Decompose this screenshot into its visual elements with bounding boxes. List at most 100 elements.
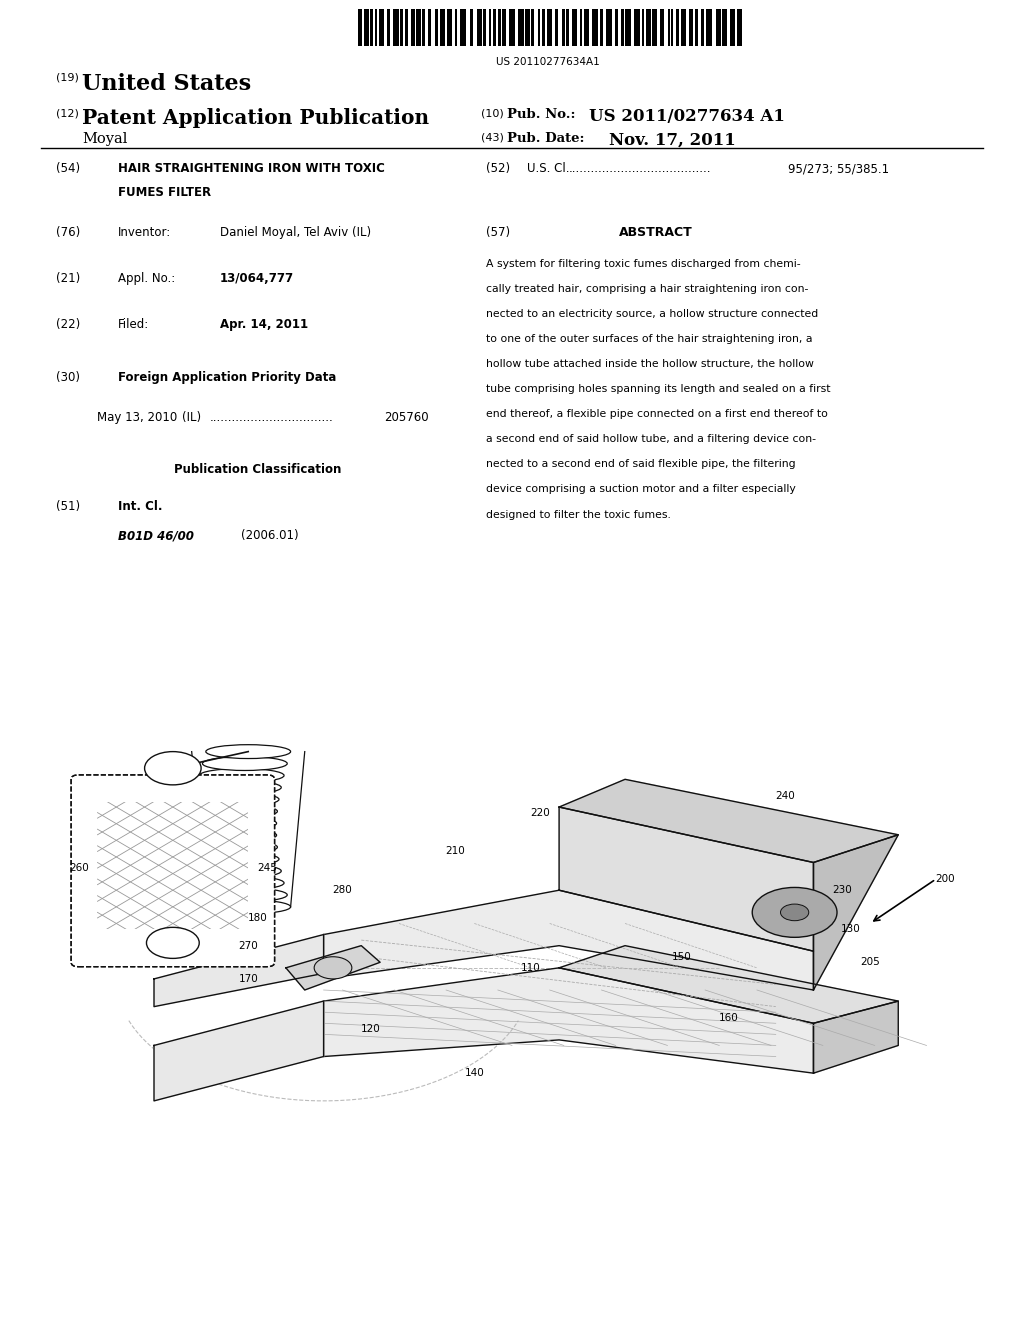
Ellipse shape (200, 876, 284, 890)
Text: A system for filtering toxic fumes discharged from chemi-: A system for filtering toxic fumes disch… (486, 259, 801, 269)
Text: 120: 120 (360, 1024, 381, 1034)
Bar (502, 9, 507, 46)
Bar (375, 9, 377, 46)
Bar (538, 9, 540, 46)
Ellipse shape (203, 888, 287, 902)
Bar (736, 9, 742, 46)
Text: (2006.01): (2006.01) (241, 529, 298, 543)
Text: ......................................: ...................................... (568, 162, 711, 176)
Bar (518, 9, 524, 46)
Text: Patent Application Publication: Patent Application Publication (82, 108, 429, 128)
Bar (477, 9, 481, 46)
Text: Pub. No.:: Pub. No.: (507, 108, 575, 121)
Bar (399, 9, 402, 46)
Text: 170: 170 (239, 974, 258, 983)
Ellipse shape (197, 780, 282, 795)
Polygon shape (324, 890, 813, 990)
Text: (IL): (IL) (182, 411, 202, 424)
Bar (417, 9, 421, 46)
Text: nected to an electricity source, a hollow structure connected: nected to an electricity source, a hollo… (486, 309, 818, 319)
Bar (571, 9, 577, 46)
Circle shape (780, 904, 809, 921)
Bar (422, 9, 426, 46)
Ellipse shape (191, 816, 276, 830)
Bar (660, 9, 665, 46)
Bar (606, 9, 611, 46)
Text: (12): (12) (56, 108, 79, 119)
Circle shape (314, 957, 352, 979)
Text: 205760: 205760 (384, 411, 429, 424)
Text: Filed:: Filed: (118, 318, 150, 331)
Text: (22): (22) (56, 318, 81, 331)
Bar (435, 9, 438, 46)
Ellipse shape (206, 900, 291, 913)
Bar (581, 9, 583, 46)
Bar (584, 9, 589, 46)
Text: U.S. Cl.: U.S. Cl. (527, 162, 570, 176)
Bar (509, 9, 515, 46)
Bar (681, 9, 686, 46)
Text: (19): (19) (56, 73, 79, 83)
Polygon shape (559, 945, 898, 1023)
Bar (694, 9, 697, 46)
Text: 260: 260 (69, 863, 88, 873)
Text: 140: 140 (465, 1068, 484, 1078)
Bar (626, 9, 631, 46)
Text: 160: 160 (719, 1012, 738, 1023)
Text: 245: 245 (257, 863, 278, 873)
Polygon shape (559, 807, 813, 952)
Bar (498, 9, 501, 46)
Text: a second end of said hollow tube, and a filtering device con-: a second end of said hollow tube, and a … (486, 434, 816, 445)
Text: 230: 230 (831, 886, 852, 895)
Bar (358, 9, 361, 46)
Bar (455, 9, 458, 46)
Text: 220: 220 (530, 808, 550, 817)
Bar (380, 9, 384, 46)
Text: 13/064,777: 13/064,777 (220, 272, 294, 285)
Bar (447, 9, 452, 46)
Text: Nov. 17, 2011: Nov. 17, 2011 (609, 132, 736, 149)
Text: (43): (43) (481, 132, 504, 143)
Polygon shape (813, 1001, 898, 1073)
Text: 240: 240 (775, 791, 795, 801)
Bar (621, 9, 625, 46)
Bar (642, 9, 644, 46)
Bar (634, 9, 640, 46)
Bar (525, 9, 529, 46)
Bar (722, 9, 727, 46)
Bar (671, 9, 673, 46)
Ellipse shape (206, 744, 291, 759)
Text: B01D 46/00: B01D 46/00 (118, 529, 194, 543)
Bar (406, 9, 409, 46)
Bar (729, 9, 735, 46)
Text: (21): (21) (56, 272, 81, 285)
Bar (393, 9, 398, 46)
Text: (57): (57) (486, 226, 511, 239)
Ellipse shape (193, 841, 278, 854)
Text: US 20110277634A1: US 20110277634A1 (496, 57, 600, 67)
Text: 110: 110 (521, 962, 541, 973)
Text: to one of the outer surfaces of the hair straightening iron, a: to one of the outer surfaces of the hair… (486, 334, 813, 345)
Text: tube comprising holes spanning its length and sealed on a first: tube comprising holes spanning its lengt… (486, 384, 830, 395)
Text: ABSTRACT: ABSTRACT (618, 226, 692, 239)
Bar (652, 9, 657, 46)
Bar (614, 9, 618, 46)
Text: Inventor:: Inventor: (118, 226, 171, 239)
Text: 280: 280 (333, 886, 352, 895)
Polygon shape (324, 968, 813, 1073)
Bar (531, 9, 534, 46)
Text: 180: 180 (248, 913, 267, 923)
Circle shape (753, 887, 837, 937)
Text: cally treated hair, comprising a hair straightening iron con-: cally treated hair, comprising a hair st… (486, 284, 809, 294)
Bar (689, 9, 693, 46)
Text: device comprising a suction motor and a filter especially: device comprising a suction motor and a … (486, 484, 796, 495)
Text: 210: 210 (445, 846, 465, 857)
Polygon shape (154, 935, 324, 1007)
Ellipse shape (191, 828, 276, 842)
Bar (555, 9, 558, 46)
Bar (248, 779, 267, 962)
Text: 205: 205 (860, 957, 880, 968)
Bar (470, 9, 473, 46)
Polygon shape (154, 1001, 324, 1101)
Text: Daniel Moyal, Tel Aviv (IL): Daniel Moyal, Tel Aviv (IL) (220, 226, 372, 239)
